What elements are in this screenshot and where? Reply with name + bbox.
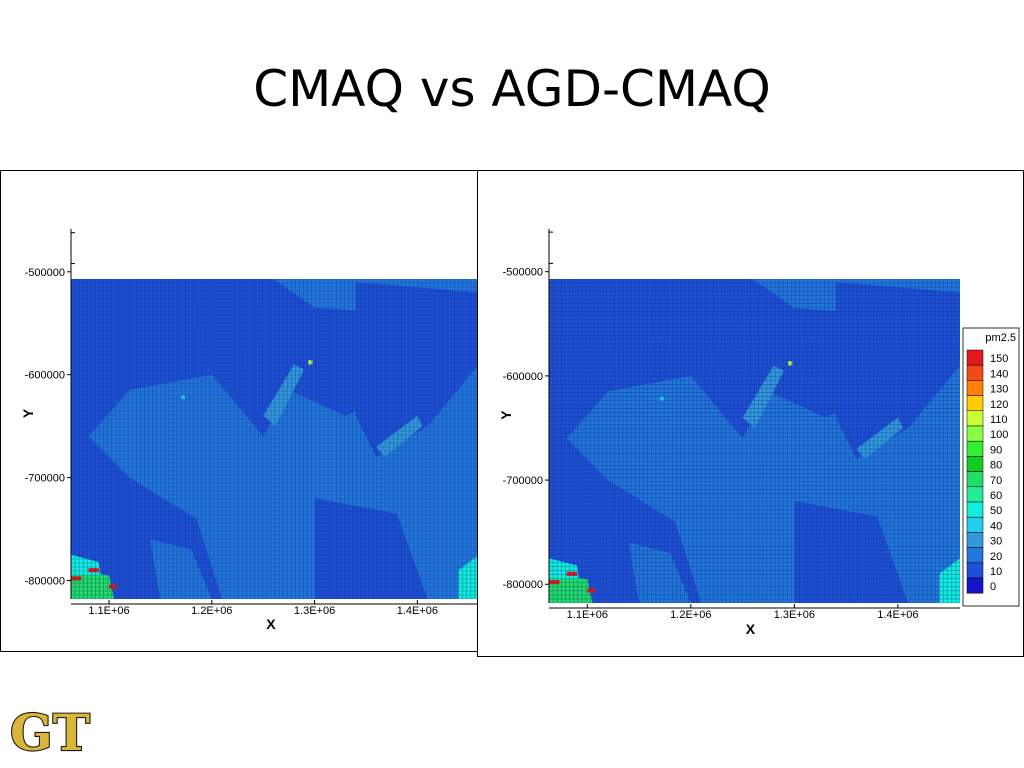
cmaq-heatmap-chart: -500000 -600000 -700000 -800000 1.1E+06 1.2E+… [20,229,478,632]
field-region-4 [355,282,478,457]
y-tick-label: -800000 [503,579,543,591]
gt-logo-text: GT [10,703,90,760]
y-tick-label: -600000 [25,370,65,382]
legend-label: 20 [990,551,1002,563]
legend-label: 80 [990,460,1002,472]
legend-swatch [966,547,984,564]
field-region-14 [788,361,793,366]
legend-label: 50 [990,505,1002,517]
legend-swatch [966,562,984,579]
x-axis-label: X [746,621,756,637]
legend-label: 140 [990,368,1008,380]
gt-logo: GT [9,702,91,760]
legend-label: 110 [990,414,1008,426]
x-tick-label: 1.3E+06 [774,609,815,621]
legend-label: 70 [990,475,1002,487]
legend-swatch [966,410,984,427]
legend-swatch [966,456,984,472]
legend-label: 10 [990,566,1002,578]
legend-label: 60 [990,490,1002,502]
x-tick-label: 1.2E+06 [191,605,232,617]
legend-label: 120 [990,399,1008,411]
legend-label: 130 [990,384,1008,396]
field-region-13 [109,584,118,589]
cmaq-plot-panel: -500000 -600000 -700000 -800000 1.1E+06 1.2E+… [0,170,479,652]
axes [548,229,960,609]
y-tick-label: -600000 [503,371,543,383]
y-axis-label: Y [498,410,514,420]
y-tick-label: -700000 [503,475,543,487]
x-tick-label: 1.1E+06 [567,609,608,621]
field-region-3 [314,498,428,599]
x-tick-label: 1.2E+06 [670,609,711,621]
agd-cmaq-heatmap-chart: -500000 -600000 -700000 -800000 1.1E+06 1.2E+… [498,229,1020,637]
field-region-12 [566,571,577,576]
legend-label: 30 [990,536,1002,548]
field-region-4 [835,282,960,460]
field-region-3 [794,500,909,603]
legend-swatch [966,395,984,412]
legend-swatch [966,440,984,457]
field-region-12 [88,568,99,573]
legend-title: pm2.5 [985,332,1016,344]
legend: pm2.515014013012011010090807060504030201… [962,327,1020,607]
field-region-14 [308,360,313,365]
field-region-15 [659,396,664,401]
x-tick-label: 1.1E+06 [88,605,129,617]
legend-label: 40 [990,520,1002,532]
y-tick-label: -500000 [25,267,65,279]
field-region-11 [71,576,82,581]
y-axis-label: Y [20,408,36,418]
field-region-10 [939,558,960,603]
plot-area [549,279,960,603]
x-tick-label: 1.4E+06 [397,605,438,617]
y-tick-label: -800000 [25,575,65,587]
x-tick-label: 1.4E+06 [877,609,918,621]
agd-cmaq-plot-panel: -500000 -600000 -700000 -800000 1.1E+06 1.2E+… [477,170,1024,657]
legend-swatch [966,471,984,488]
y-tick-label: -500000 [503,267,543,279]
field-region-10 [458,555,478,599]
legend-swatch [966,380,984,396]
legend-swatch [966,349,984,366]
x-axis-label: X [266,616,276,632]
legend-swatch [966,425,984,442]
y-tick-label: -700000 [25,473,65,485]
legend-swatch [966,532,984,548]
legend-label: 0 [990,581,996,593]
slide-title: CMAQ vs AGD-CMAQ [253,60,771,118]
mesh-grid [71,279,478,599]
field-region-11 [549,580,560,585]
legend-label: 100 [990,429,1008,441]
legend-swatch [966,486,984,503]
legend-swatch [966,501,984,518]
field-region-15 [180,395,186,400]
plot-area [71,279,478,599]
legend-swatch [966,577,984,594]
legend-swatch [966,516,984,533]
axes [70,229,478,605]
legend-label: 90 [990,444,1002,456]
field-region-13 [587,588,596,593]
x-tick-label: 1.3E+06 [294,605,335,617]
legend-swatch [966,364,984,381]
mesh-grid [549,279,960,603]
legend-label: 150 [990,353,1008,365]
